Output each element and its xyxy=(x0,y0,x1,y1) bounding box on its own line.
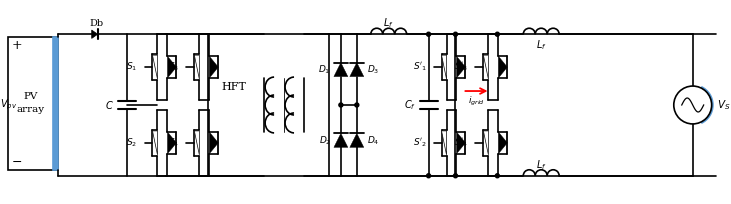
Polygon shape xyxy=(442,55,447,79)
Circle shape xyxy=(496,174,499,178)
Polygon shape xyxy=(334,133,348,147)
Polygon shape xyxy=(483,55,488,79)
Circle shape xyxy=(453,174,458,178)
Text: $V_S$: $V_S$ xyxy=(716,98,730,112)
Polygon shape xyxy=(350,133,364,147)
Circle shape xyxy=(496,32,499,36)
Circle shape xyxy=(339,103,343,107)
Text: $L_f$: $L_f$ xyxy=(536,38,547,52)
Polygon shape xyxy=(456,132,466,154)
Text: $L_f$: $L_f$ xyxy=(383,16,394,30)
Text: $L_f$: $L_f$ xyxy=(536,158,547,172)
Text: $S_{3}$: $S_{3}$ xyxy=(168,61,179,73)
Text: $D_{4}$: $D_{4}$ xyxy=(367,134,379,147)
Polygon shape xyxy=(442,131,447,155)
Text: $V_{pv}$: $V_{pv}$ xyxy=(0,98,17,112)
Polygon shape xyxy=(167,56,176,78)
Text: −: − xyxy=(12,156,23,169)
Polygon shape xyxy=(334,63,348,76)
Text: $S_{4}$: $S_{4}$ xyxy=(168,137,179,149)
Text: $D_{3}$: $D_{3}$ xyxy=(367,63,379,76)
Polygon shape xyxy=(194,55,200,79)
Circle shape xyxy=(427,32,431,36)
Polygon shape xyxy=(209,132,219,154)
Text: $C$: $C$ xyxy=(105,99,113,111)
Text: $D_{2}$: $D_{2}$ xyxy=(319,134,331,147)
Text: $S'_{3}$: $S'_{3}$ xyxy=(455,61,469,73)
Bar xyxy=(8,37,58,170)
Text: $S'_{4}$: $S'_{4}$ xyxy=(455,137,469,149)
Polygon shape xyxy=(499,132,507,154)
Polygon shape xyxy=(194,131,200,155)
Polygon shape xyxy=(499,56,507,78)
Polygon shape xyxy=(209,56,219,78)
Polygon shape xyxy=(153,55,157,79)
Polygon shape xyxy=(456,56,466,78)
Polygon shape xyxy=(167,132,176,154)
Bar xyxy=(53,37,58,170)
Polygon shape xyxy=(350,63,364,76)
Text: HFT: HFT xyxy=(221,82,246,92)
Text: $C_f$: $C_f$ xyxy=(404,98,416,112)
Text: $S_{2}$: $S_{2}$ xyxy=(126,137,137,149)
Text: $i_{grid}$: $i_{grid}$ xyxy=(468,94,485,108)
Polygon shape xyxy=(91,30,98,38)
Circle shape xyxy=(427,174,431,178)
Text: $D_{1}$: $D_{1}$ xyxy=(319,63,331,76)
Text: $S'_{2}$: $S'_{2}$ xyxy=(413,137,427,149)
Text: $S'_{1}$: $S'_{1}$ xyxy=(412,61,427,73)
Circle shape xyxy=(453,32,458,36)
Polygon shape xyxy=(483,131,488,155)
Circle shape xyxy=(355,103,359,107)
Text: array: array xyxy=(17,105,45,114)
Text: +: + xyxy=(12,39,23,52)
Text: Db: Db xyxy=(90,19,104,28)
Text: PV: PV xyxy=(23,92,38,101)
Polygon shape xyxy=(153,131,157,155)
Text: $S_{1}$: $S_{1}$ xyxy=(126,61,137,73)
Circle shape xyxy=(674,86,712,124)
